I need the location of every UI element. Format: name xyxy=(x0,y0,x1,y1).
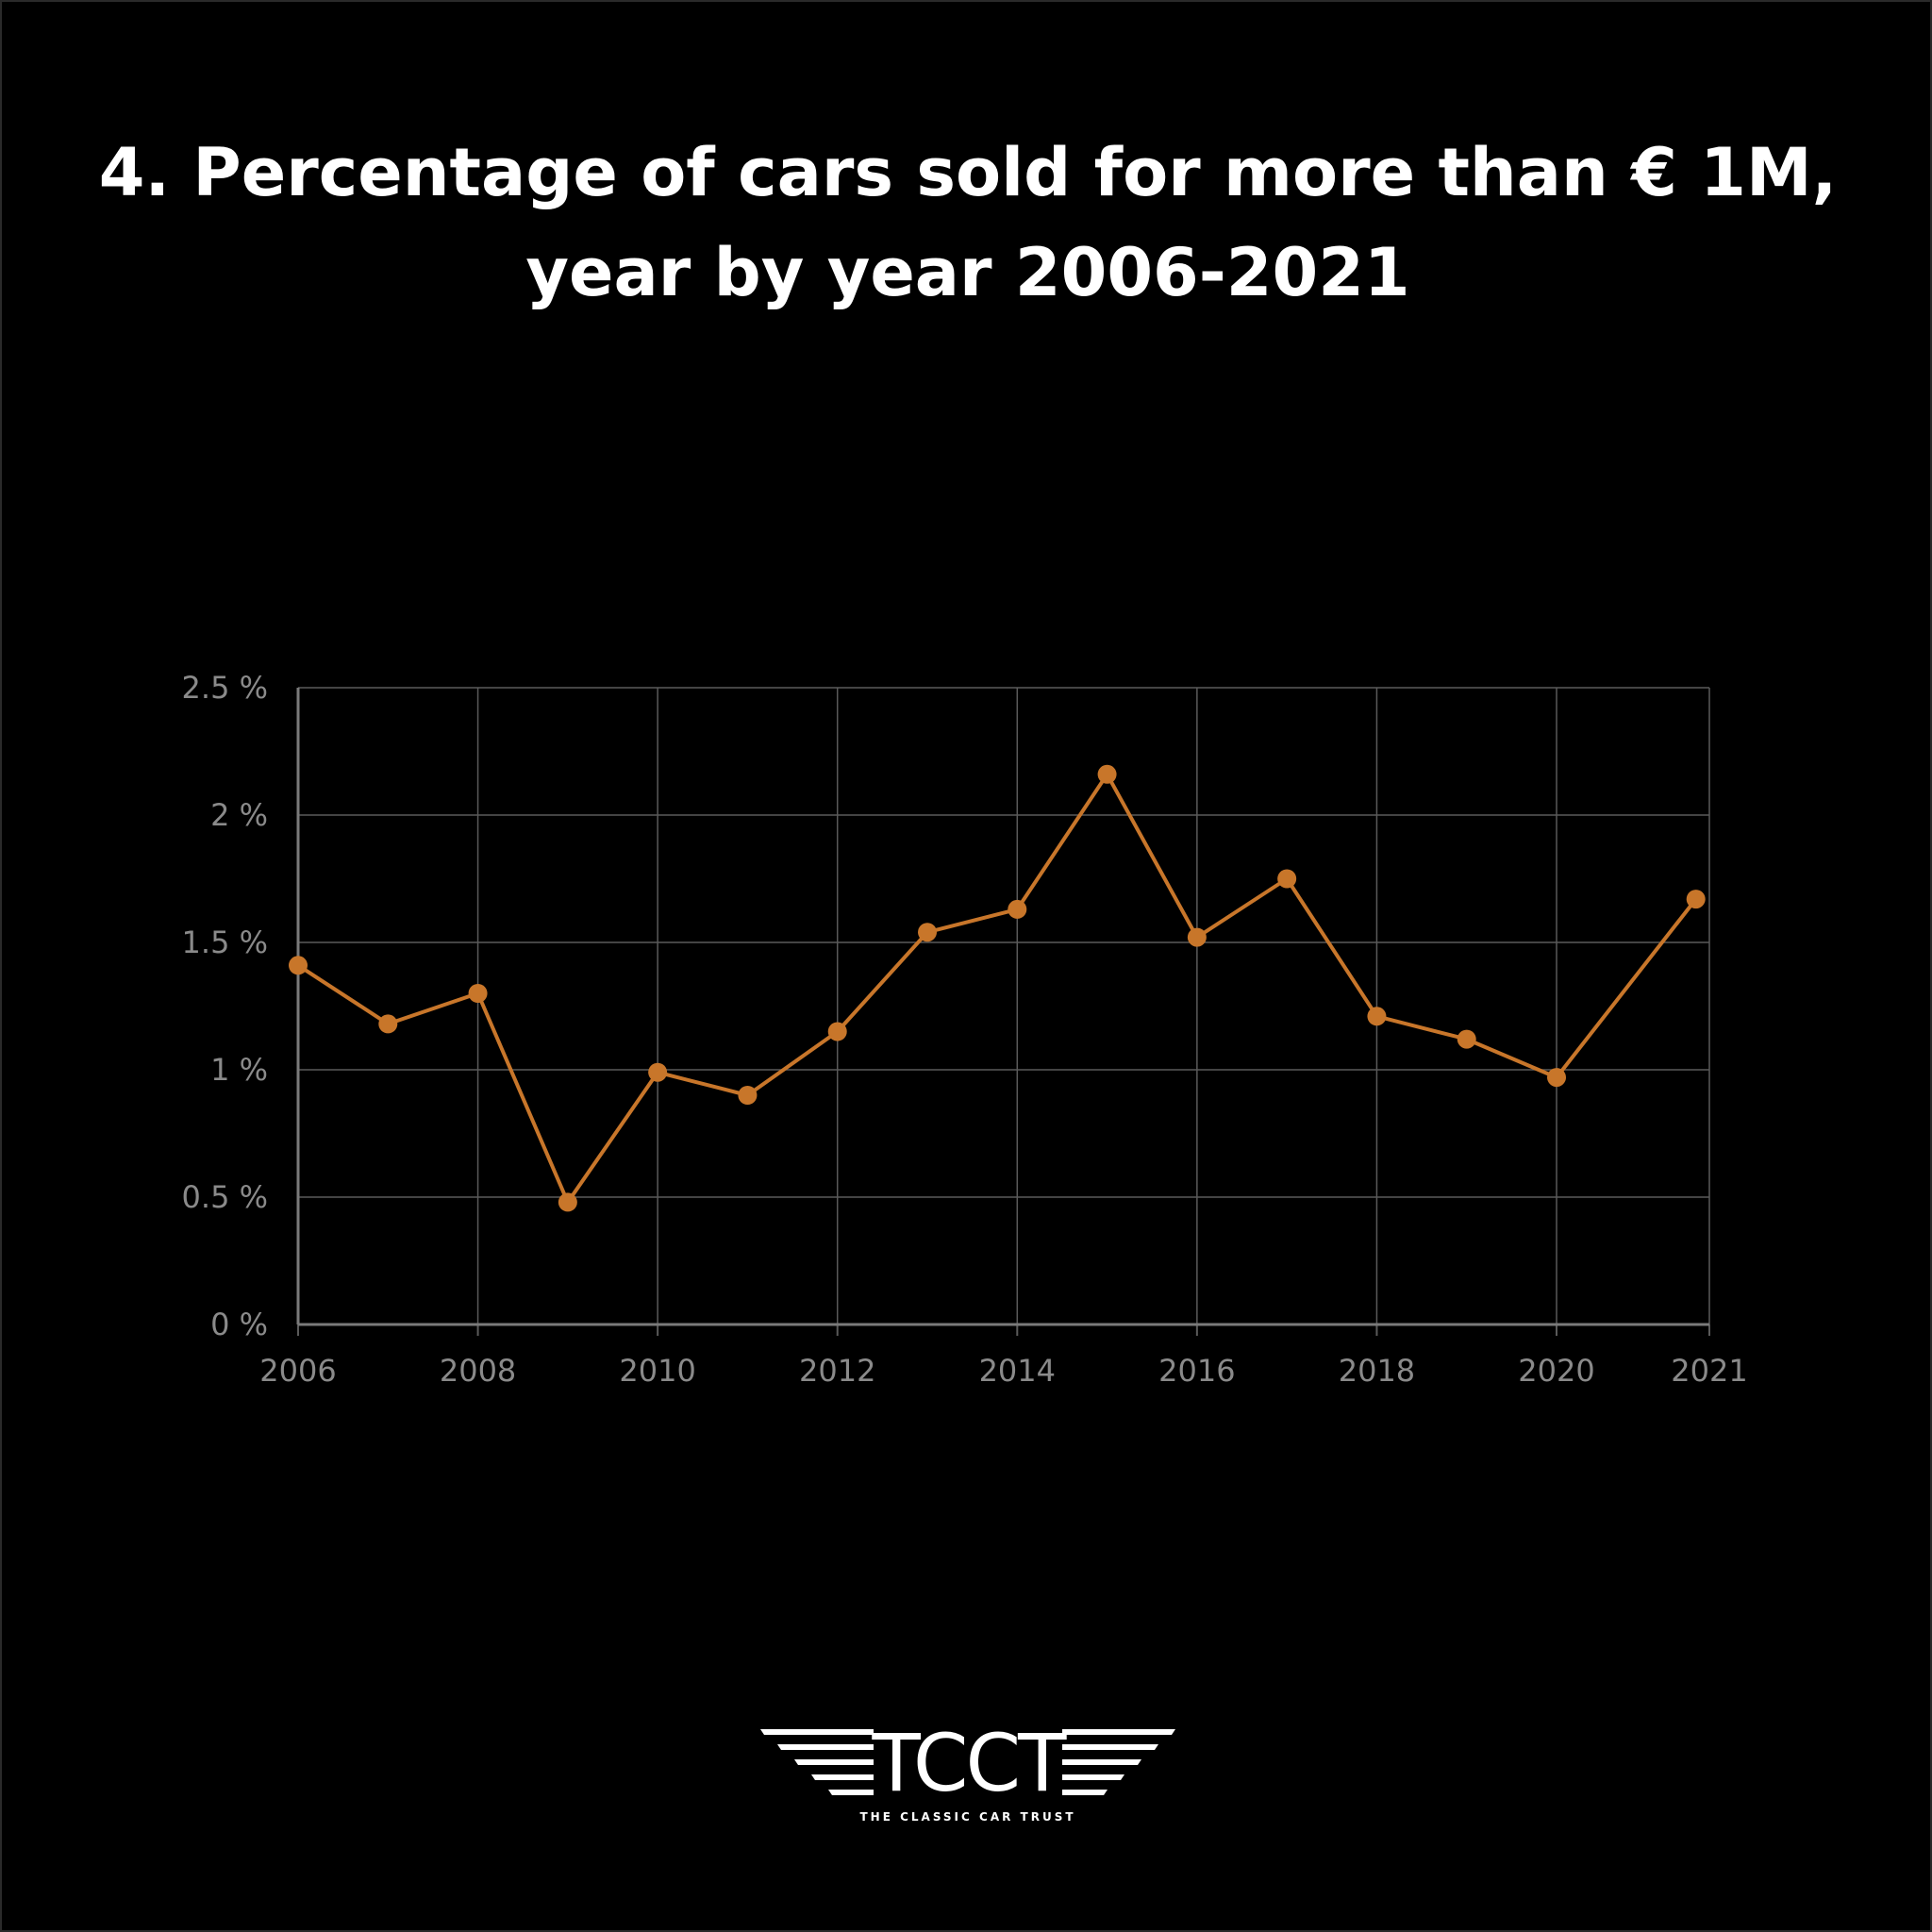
logo-mark: TCCT xyxy=(872,1717,1066,1809)
data-point xyxy=(1277,869,1297,889)
data-point xyxy=(827,1022,847,1041)
x-tick-label: 2006 xyxy=(259,1353,336,1389)
y-axis-tick-labels: 0 % 0.5 % 1 % 1.5 % 2 % 2.5 % xyxy=(182,670,268,1342)
logo-tagline: THE CLASSIC CAR TRUST xyxy=(859,1810,1076,1824)
data-point xyxy=(1367,1007,1387,1026)
x-tick-label: 2021 xyxy=(1671,1353,1747,1389)
data-point xyxy=(558,1192,577,1212)
logo-wings-icon xyxy=(760,1729,1175,1795)
y-tick-label: 1.5 % xyxy=(182,924,268,960)
x-tick-label: 2020 xyxy=(1518,1353,1594,1389)
data-point xyxy=(289,956,308,975)
data-point xyxy=(378,1014,398,1034)
tcct-logo: TCCT THE CLASSIC CAR TRUST xyxy=(760,1724,1175,1846)
data-point xyxy=(1457,1029,1476,1049)
x-axis-tick-labels: 2006 2008 2010 2012 2014 2016 2018 2020 2021 xyxy=(259,1353,1747,1389)
chart-title-line-2: year by year 2006-2021 xyxy=(525,234,1410,311)
chart-series xyxy=(289,764,1706,1212)
x-tick-label: 2014 xyxy=(979,1353,1056,1389)
chart-title-line-1: 4. Percentage of cars sold for more than… xyxy=(98,134,1838,211)
data-point xyxy=(1187,927,1207,947)
data-point xyxy=(1547,1068,1567,1088)
y-tick-label: 2 % xyxy=(210,797,268,833)
data-point xyxy=(648,1062,668,1082)
data-point xyxy=(1008,899,1027,919)
y-tick-label: 2.5 % xyxy=(182,670,268,706)
x-tick-label: 2008 xyxy=(440,1353,516,1389)
data-point xyxy=(1686,890,1706,909)
x-tick-label: 2018 xyxy=(1339,1353,1415,1389)
y-tick-label: 0.5 % xyxy=(182,1179,268,1215)
data-point xyxy=(918,923,938,942)
y-tick-label: 0 % xyxy=(210,1307,268,1342)
data-point xyxy=(468,984,488,1003)
chart-grid xyxy=(298,687,1710,1324)
x-tick-label: 2012 xyxy=(799,1353,875,1389)
data-point xyxy=(1097,764,1117,784)
x-tick-label: 2016 xyxy=(1158,1353,1235,1389)
chart-axes xyxy=(296,688,1710,1336)
x-tick-label: 2010 xyxy=(619,1353,695,1389)
chart-title: 4. Percentage of cars sold for more than… xyxy=(2,123,1932,323)
series-line xyxy=(296,772,1698,1205)
y-tick-label: 1 % xyxy=(210,1052,268,1088)
data-point xyxy=(738,1086,758,1105)
